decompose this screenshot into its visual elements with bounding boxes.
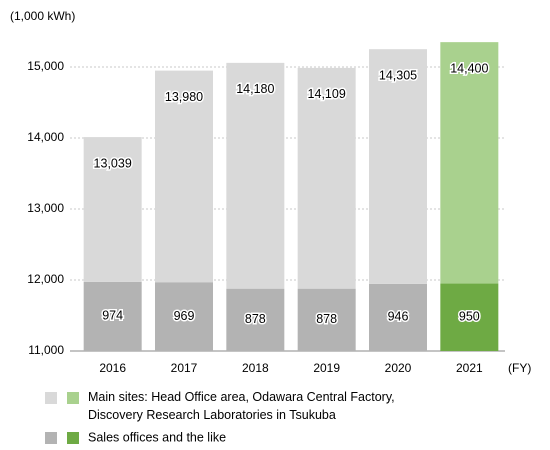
x-unit-label: (FY) bbox=[508, 361, 531, 375]
value-label: 878 bbox=[245, 312, 266, 326]
bar-segment bbox=[83, 137, 142, 282]
x-tick-label: 2021 bbox=[456, 361, 483, 375]
bar-segment bbox=[297, 67, 356, 289]
x-tick-label: 2016 bbox=[99, 361, 126, 375]
bar-segment bbox=[155, 282, 213, 351]
legend-swatch bbox=[67, 432, 79, 444]
y-tick-label: 15,000 bbox=[27, 59, 64, 73]
value-label: 969 bbox=[174, 309, 195, 323]
x-tick-label: 2020 bbox=[385, 361, 412, 375]
value-label: 14,180 bbox=[236, 82, 274, 96]
bar-segment bbox=[155, 70, 213, 283]
legend-swatch bbox=[45, 432, 57, 444]
y-tick-label: 11,000 bbox=[28, 343, 64, 357]
bar-segment bbox=[440, 42, 499, 284]
x-tick-label: 2017 bbox=[171, 361, 198, 375]
value-label: 974 bbox=[102, 309, 123, 323]
value-label: 14,305 bbox=[379, 68, 417, 82]
x-tick-label: 2019 bbox=[313, 361, 340, 375]
value-label: 14,400 bbox=[450, 61, 488, 75]
bar-segment bbox=[369, 49, 427, 284]
y-tick-label: 12,000 bbox=[27, 272, 64, 286]
value-label: 13,039 bbox=[94, 156, 132, 170]
value-label: 950 bbox=[459, 310, 480, 324]
bar-segment bbox=[83, 281, 142, 351]
bar-segment bbox=[226, 288, 285, 351]
y-tick-label: 13,000 bbox=[27, 201, 64, 215]
bar-segment bbox=[297, 288, 356, 351]
value-label: 14,109 bbox=[308, 87, 346, 101]
x-tick-label: 2018 bbox=[242, 361, 269, 375]
legend-swatch bbox=[45, 392, 57, 404]
bar-segment bbox=[440, 283, 499, 351]
value-label: 13,980 bbox=[165, 90, 203, 104]
value-label: 878 bbox=[316, 312, 337, 326]
y-unit-label: (1,000 kWh) bbox=[10, 9, 75, 23]
legend-swatch bbox=[67, 392, 79, 404]
legend-label: Main sites: Head Office area, Odawara Ce… bbox=[88, 390, 395, 422]
bar-segment bbox=[226, 62, 285, 289]
value-label: 946 bbox=[388, 310, 409, 324]
bar-segment bbox=[369, 283, 427, 351]
y-tick-label: 14,000 bbox=[27, 130, 64, 144]
legend-label: Sales offices and the like bbox=[88, 430, 226, 444]
